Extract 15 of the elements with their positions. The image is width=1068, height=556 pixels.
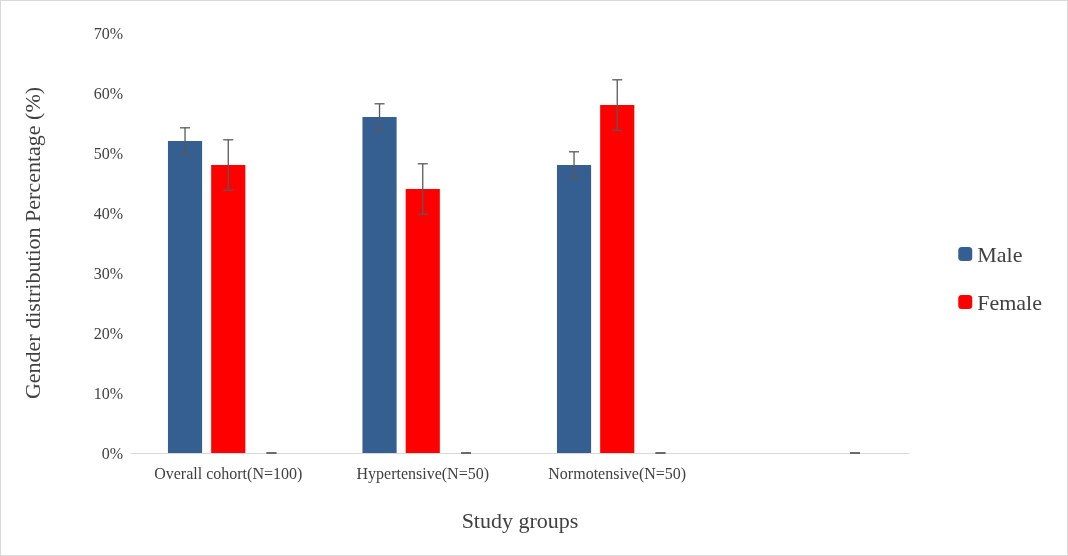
x-tick-label: Overall cohort(N=100) <box>154 464 303 483</box>
y-tick-label: 40% <box>93 204 123 222</box>
y-tick-label: 30% <box>93 264 123 282</box>
x-axis-title: Study groups <box>461 507 579 533</box>
y-tick-label: 60% <box>93 84 123 102</box>
y-tick-label: 70% <box>93 24 123 42</box>
y-tick-label: 20% <box>93 324 123 342</box>
y-tick-label: 10% <box>93 384 123 402</box>
y-axis-title: Gender distribution Percentage (%) <box>19 86 45 400</box>
legend-label: Female <box>977 289 1043 315</box>
legend-label: Male <box>977 241 1023 267</box>
y-tick-label: 50% <box>93 144 123 162</box>
x-tick-label: Hypertensive(N=50) <box>356 464 490 483</box>
y-tick-label: 0% <box>101 444 123 462</box>
x-tick-label: Normotensive(N=50) <box>548 464 687 483</box>
